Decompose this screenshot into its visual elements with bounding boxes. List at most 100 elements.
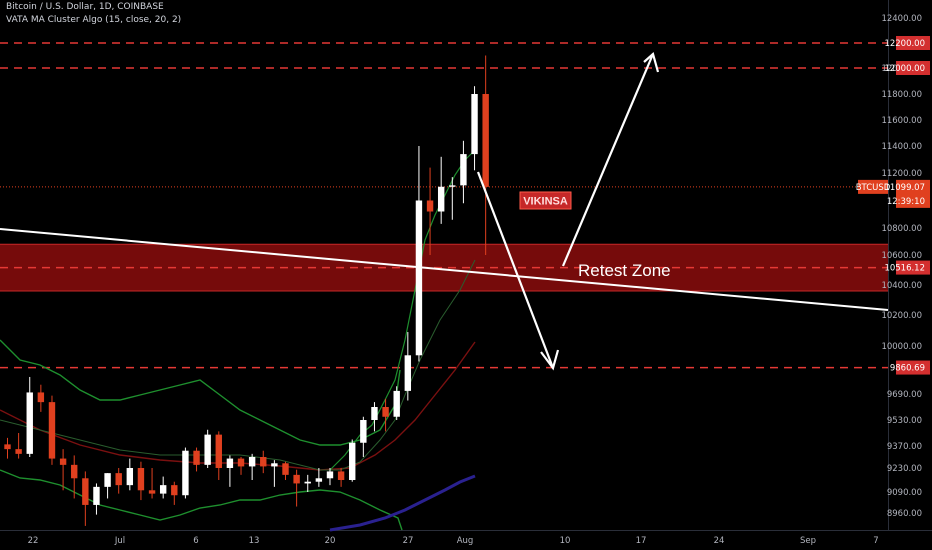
- x-tick-label: 22: [28, 536, 39, 546]
- candle-body: [449, 185, 456, 187]
- candle-body: [215, 434, 222, 468]
- candle-body: [271, 463, 278, 467]
- level-tag-3-bg: [896, 360, 930, 375]
- current-price-tag: 11099.07: [884, 183, 925, 193]
- x-tick-label: 6: [193, 536, 198, 546]
- y-tick-label: 10000.00: [881, 342, 922, 352]
- bollinger-lower-band: [0, 469, 403, 531]
- y-tick-label: 9090.00: [887, 488, 922, 498]
- ma-cluster-red: [0, 341, 476, 471]
- watermark-badge: [519, 191, 572, 210]
- arrowhead-up: [643, 52, 660, 73]
- candle-body: [404, 355, 412, 391]
- x-tick-label: 7: [873, 536, 878, 546]
- candle-body: [226, 458, 234, 468]
- bollinger-upper-band: [0, 339, 401, 446]
- candle-body: [159, 485, 167, 494]
- candle-body: [15, 449, 22, 454]
- candle-body: [482, 94, 489, 187]
- candle-body: [326, 471, 334, 479]
- x-tick-label: 10: [560, 536, 571, 546]
- retest-zone-label: Retest Zone: [578, 261, 671, 280]
- level-tag-2-bg: [896, 260, 930, 275]
- y-tick-label: 9370.00: [887, 442, 922, 452]
- y-tick-label: 9530.00: [887, 416, 922, 426]
- candle-body: [148, 490, 156, 494]
- candle-body: [182, 450, 189, 496]
- ma-long-trend: [329, 474, 476, 532]
- countdown-tag: 12:39:10: [887, 197, 925, 207]
- y-tick-label: 11800.00: [881, 90, 922, 100]
- level-tag-2: 10516.12: [884, 264, 925, 274]
- current-price-tag-bg: [896, 179, 930, 208]
- candle-body: [237, 458, 245, 467]
- level-tag-1-bg: [896, 61, 930, 75]
- x-tick-label: Sep: [800, 536, 816, 546]
- candle-body: [437, 186, 445, 212]
- candle-body: [204, 434, 211, 465]
- candle-body: [415, 200, 423, 356]
- candle-body: [71, 464, 78, 479]
- symbol-tag: BTCUSD: [856, 183, 891, 193]
- indicator-title: VATA MA Cluster Algo (15, close, 20, 2): [6, 15, 182, 25]
- candle-body: [260, 457, 267, 467]
- chart-symbol-title: Bitcoin / U.S. Dollar, 1D, COINBASE: [6, 2, 164, 12]
- x-tick-label: Jul: [114, 536, 125, 546]
- candle-body: [171, 485, 178, 496]
- candle-body: [293, 474, 300, 484]
- candle-body: [304, 481, 311, 484]
- ma-cluster-fast: [329, 149, 476, 471]
- candle-body: [426, 200, 434, 212]
- candle-body: [37, 392, 45, 403]
- candle-body: [315, 478, 323, 482]
- candle-body: [393, 390, 400, 417]
- projection-arrow-up: [561, 53, 655, 267]
- level-tag-0: 12200.00: [884, 39, 925, 49]
- candle-body: [248, 457, 256, 467]
- candle-body: [126, 468, 134, 486]
- candle-body: [337, 471, 345, 480]
- x-tick-label: 24: [714, 536, 725, 546]
- candle-body: [59, 458, 67, 465]
- candle-body: [26, 392, 33, 454]
- candle-body: [193, 450, 200, 465]
- y-tick-label: 10200.00: [881, 311, 922, 321]
- y-tick-label: 9690.00: [887, 390, 922, 400]
- candle-body: [471, 94, 478, 155]
- y-tick-label: 10400.00: [881, 281, 922, 291]
- y-tick-label: 11600.00: [881, 116, 922, 126]
- arrowhead-down: [540, 349, 560, 371]
- x-tick-label: 20: [325, 536, 336, 546]
- watermark-text: VIKINSA: [523, 196, 568, 208]
- level-tag-1: 12000.00: [884, 64, 925, 74]
- candle-body: [137, 468, 145, 491]
- y-tick-label: 9230.00: [887, 464, 922, 474]
- candle-body: [349, 442, 356, 480]
- candle-body: [4, 444, 11, 450]
- candle-body: [460, 154, 467, 186]
- y-tick-label: 11200.00: [881, 169, 922, 179]
- candle-body: [82, 478, 89, 505]
- candle-body: [371, 407, 378, 420]
- y-tick-label: 10800.00: [881, 224, 922, 234]
- level-tag-3: 9860.69: [890, 364, 925, 374]
- candle-body: [360, 420, 367, 443]
- x-tick-label: Aug: [457, 536, 474, 546]
- x-tick-label: 13: [249, 536, 260, 546]
- trendline: [0, 228, 889, 311]
- candle-body: [104, 473, 111, 487]
- price-axis-panel: [888, 0, 932, 550]
- x-tick-label: 17: [636, 536, 647, 546]
- x-tick-label: 27: [403, 536, 414, 546]
- candle-body: [93, 486, 100, 505]
- candle-body: [115, 473, 122, 486]
- y-tick-label: 11400.00: [881, 142, 922, 152]
- candle-body: [382, 407, 389, 417]
- y-tick-label: 10600.00: [881, 251, 922, 261]
- candle-body: [282, 463, 289, 475]
- y-tick-label: 12400.00: [881, 14, 922, 24]
- level-tag-0-bg: [896, 36, 930, 50]
- candle-body: [48, 402, 56, 459]
- y-tick-label: 8960.00: [887, 509, 922, 519]
